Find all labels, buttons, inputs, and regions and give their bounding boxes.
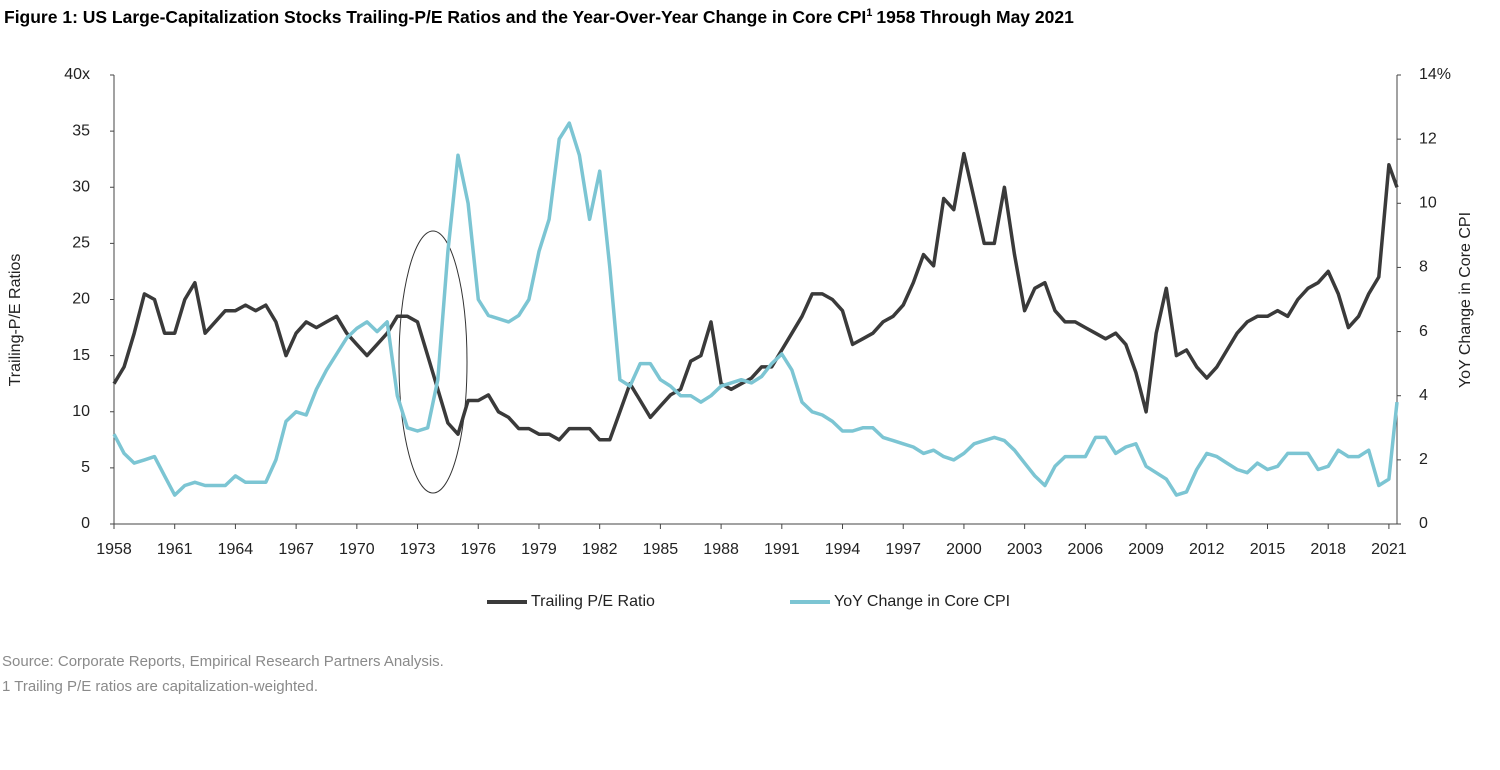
x-tick-label: 1997 xyxy=(885,541,921,558)
x-tick-label: 1991 xyxy=(764,541,800,558)
legend-label: Trailing P/E Ratio xyxy=(531,593,655,610)
y-axis-title: Trailing-P/E Ratios xyxy=(7,254,24,387)
x-tick-label: 1970 xyxy=(339,541,375,558)
y-tick-label: 15 xyxy=(72,347,90,364)
x-tick-label: 2012 xyxy=(1189,541,1225,558)
x-tick-label: 2003 xyxy=(1007,541,1043,558)
y-tick-label: 30 xyxy=(72,178,90,195)
x-tick-label: 2006 xyxy=(1068,541,1104,558)
y2-axis-title: YoY Change in Core CPI xyxy=(1457,212,1474,388)
y2-tick-label: 6 xyxy=(1419,323,1428,340)
y-tick-label: 40x xyxy=(64,66,90,83)
x-tick-label: 1979 xyxy=(521,541,557,558)
y2-tick-label: 0 xyxy=(1419,515,1428,532)
x-tick-label: 2021 xyxy=(1371,541,1407,558)
footnote: 1 Trailing P/E ratios are capitalization… xyxy=(2,678,318,695)
x-tick-label: 1964 xyxy=(218,541,254,558)
legend-label: YoY Change in Core CPI xyxy=(834,593,1010,610)
y2-tick-label: 4 xyxy=(1419,387,1428,404)
y-tick-label: 0 xyxy=(81,515,90,532)
x-tick-label: 2000 xyxy=(946,541,982,558)
x-tick-label: 2015 xyxy=(1250,541,1286,558)
x-tick-label: 1961 xyxy=(157,541,193,558)
y-tick-label: 25 xyxy=(72,235,90,252)
y-tick-label: 20 xyxy=(72,291,90,308)
chart-title: Figure 1: US Large-Capitalization Stocks… xyxy=(4,7,1074,27)
y-tick-label: 10 xyxy=(72,403,90,420)
y-tick-label: 5 xyxy=(81,459,90,476)
x-tick-label: 1982 xyxy=(582,541,618,558)
x-tick-label: 2018 xyxy=(1310,541,1346,558)
x-tick-label: 1958 xyxy=(96,541,132,558)
y2-tick-label: 14% xyxy=(1419,66,1451,83)
title-suffix: 1958 Through May 2021 xyxy=(876,7,1074,27)
title-footnote-mark: 1 xyxy=(866,7,872,19)
y2-tick-label: 12 xyxy=(1419,130,1437,147)
x-tick-label: 1973 xyxy=(400,541,436,558)
x-tick-label: 1988 xyxy=(703,541,739,558)
x-tick-label: 1976 xyxy=(460,541,496,558)
x-tick-label: 1994 xyxy=(825,541,861,558)
x-tick-label: 1985 xyxy=(643,541,679,558)
y2-tick-label: 10 xyxy=(1419,195,1437,212)
series-line xyxy=(112,121,1399,497)
title-main: Figure 1: US Large-Capitalization Stocks… xyxy=(4,7,866,27)
highlight-ellipse xyxy=(398,230,468,494)
y2-tick-label: 8 xyxy=(1419,259,1428,276)
source-note: Source: Corporate Reports, Empirical Res… xyxy=(2,653,444,670)
x-tick-label: 2009 xyxy=(1128,541,1164,558)
y2-tick-label: 2 xyxy=(1419,451,1428,468)
series-line xyxy=(112,151,1399,442)
y-tick-label: 35 xyxy=(72,122,90,139)
x-tick-label: 1967 xyxy=(278,541,314,558)
